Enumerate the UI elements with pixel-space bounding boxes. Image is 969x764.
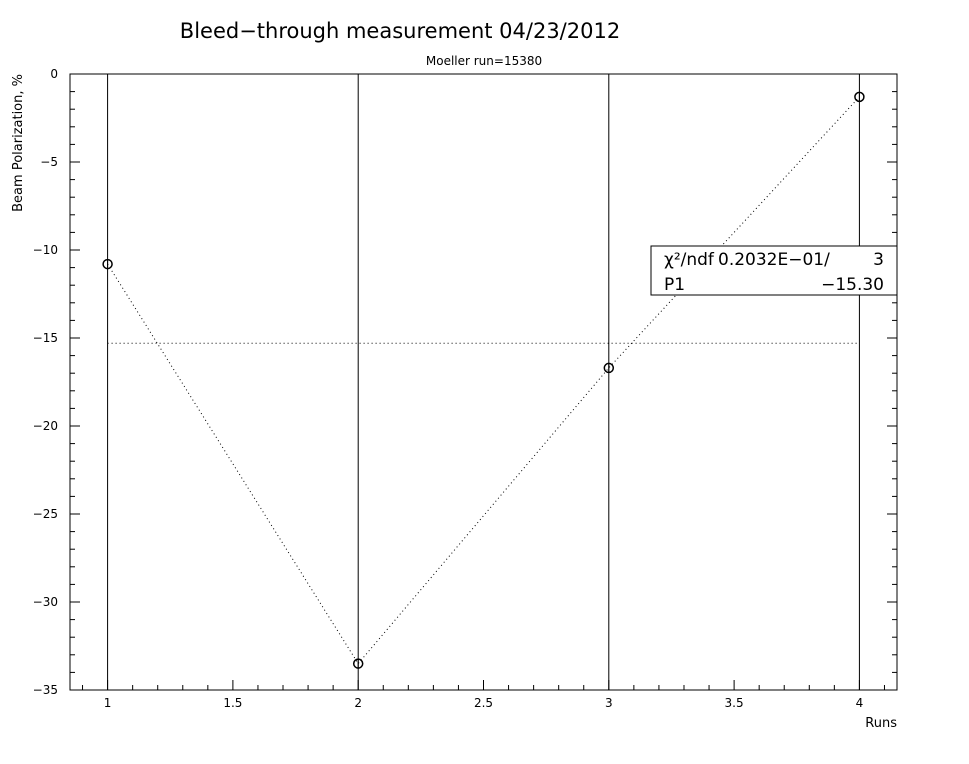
plot-border	[69, 73, 898, 691]
x-tick-label: 1.5	[223, 696, 242, 710]
y-tick-labels: 0 −5 −10 −15 −20 −25 −30 −35	[33, 67, 58, 697]
series-group	[102, 91, 865, 669]
stats-ndf-value: 3	[873, 250, 884, 270]
x-tick-labels: 1 1.5 2 2.5 3 3.5 4	[104, 696, 863, 710]
x-tick-label: 3	[605, 696, 613, 710]
chart-title: Bleed−through measurement 04/23/2012	[180, 19, 620, 43]
y-tick-label: −20	[33, 419, 58, 433]
plot-frame	[69, 73, 898, 691]
x-tick-label: 1	[104, 696, 112, 710]
x-tick-label: 3.5	[725, 696, 744, 710]
x-tick-label: 4	[856, 696, 864, 710]
x-axis-label: Runs	[865, 716, 897, 731]
stats-chi2-label: χ²/ndf	[664, 250, 715, 270]
stats-chi2-value: 0.2032E−01/	[718, 250, 830, 270]
x-tick-label: 2	[354, 696, 362, 710]
stats-p1-value: −15.30	[821, 275, 884, 295]
stats-box-border	[650, 245, 898, 296]
stats-p1-label: P1	[664, 275, 685, 295]
chart-subtitle: Moeller run=15380	[426, 54, 542, 68]
y-axis-label: Beam Polarization, %	[11, 74, 26, 212]
minor-ticks	[70, 73, 897, 691]
y-tick-label: −15	[33, 331, 58, 345]
vertical-gridlines	[107, 74, 860, 690]
y-tick-label: −10	[33, 243, 58, 257]
y-tick-label: −25	[33, 507, 58, 521]
series-connector	[107, 96, 860, 665]
y-tick-label: 0	[50, 67, 58, 81]
stats-box: χ²/ndf 0.2032E−01/ 3 P1 −15.30	[650, 245, 898, 296]
x-tick-label: 2.5	[474, 696, 493, 710]
y-tick-label: −5	[40, 155, 58, 169]
y-tick-label: −30	[33, 595, 58, 609]
y-tick-label: −35	[33, 683, 58, 697]
